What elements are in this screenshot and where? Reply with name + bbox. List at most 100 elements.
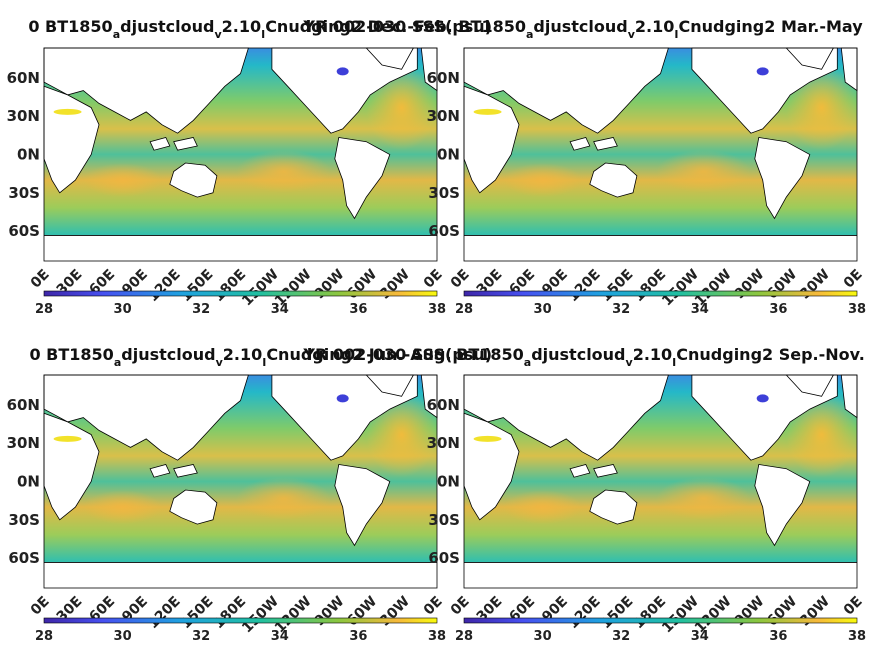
colorbar-tick-label: 38 — [848, 302, 866, 317]
landmass-7 — [334, 137, 391, 220]
colorbar — [43, 617, 438, 624]
lat-tick-label: 0N — [437, 146, 460, 164]
lat-tick-label: 60S — [428, 549, 460, 567]
indian-high-salinity — [503, 490, 582, 525]
landmass-3 — [569, 464, 591, 478]
landmass-2 — [589, 489, 638, 525]
landmass-5 — [271, 47, 418, 134]
panel-title: 0 BT1850adjustcloudv2.10ICnudging2 Dec.-… — [28, 17, 452, 41]
colorbar-tick-label: 30 — [534, 629, 552, 644]
antarctica — [464, 235, 857, 261]
hudson-bay — [756, 67, 769, 76]
lat-tick-label: 0N — [437, 473, 460, 491]
landmass-3 — [149, 464, 171, 478]
lon-tick-label: 120E — [565, 266, 604, 305]
pacific-high-salinity — [236, 150, 331, 193]
landmass-7 — [754, 137, 811, 220]
pacific-high-salinity — [236, 477, 331, 520]
lat-tick-label: 60S — [8, 222, 40, 240]
landmass-4 — [173, 137, 198, 151]
map-frame — [463, 374, 858, 589]
lon-tick-label: 150E — [178, 266, 217, 305]
lon-tick-label: 0E — [421, 593, 446, 618]
lon-tick-label: 150E — [178, 593, 217, 632]
colorbar-tick-label: 34 — [691, 629, 709, 644]
lat-tick-label: 60N — [427, 396, 460, 414]
hudson-bay — [336, 67, 349, 76]
lat-tick-label: 60S — [8, 549, 40, 567]
lat-tick-label: 30N — [427, 434, 460, 452]
colorbar-tick-label: 36 — [769, 302, 787, 317]
colorbar-tick-label: 32 — [192, 302, 210, 317]
antarctica — [464, 562, 857, 588]
indian-high-salinity — [503, 163, 582, 198]
landmass-3 — [569, 137, 591, 151]
landmass-0 — [43, 374, 249, 461]
colorbar-tick-label: 30 — [534, 302, 552, 317]
colorbar-tick-label: 36 — [769, 629, 787, 644]
mediterranean — [53, 435, 82, 442]
lat-tick-label: 30N — [427, 107, 460, 125]
lat-tick-label: 30S — [8, 184, 40, 202]
colorbar-tick-label: 28 — [35, 302, 53, 317]
lon-tick-label: 120E — [145, 266, 184, 305]
antarctica — [44, 562, 437, 588]
colorbar-tick-label: 28 — [35, 629, 53, 644]
lon-tick-label: 150E — [598, 266, 637, 305]
landmass-7 — [754, 464, 811, 547]
lon-tick-label: 30W — [797, 593, 833, 629]
colorbar-tick-label: 32 — [612, 629, 630, 644]
colorbar-tick-label: 36 — [349, 302, 367, 317]
map-frame — [463, 47, 858, 262]
landmass-2 — [169, 162, 218, 198]
panel-subtitle-overlap: YR 002-030 SSS(psu) — [302, 345, 492, 364]
colorbar-tick-label: 38 — [428, 629, 446, 644]
panel-title: 0 BT1850adjustcloudv2.10ICnudging2 Jun.-… — [29, 345, 451, 369]
lon-tick-label: 0E — [28, 593, 53, 618]
lat-tick-label: 60N — [7, 69, 40, 87]
landmass-0 — [463, 374, 669, 461]
colorbar-tick-label: 28 — [455, 629, 473, 644]
colorbar-tick-label: 28 — [455, 302, 473, 317]
landmass-2 — [169, 489, 218, 525]
lat-tick-label: 0N — [17, 146, 40, 164]
colorbar-tick-label: 38 — [428, 302, 446, 317]
landmass-4 — [593, 464, 618, 478]
lon-tick-label: 90W — [731, 593, 767, 629]
landmass-7 — [334, 464, 391, 547]
mediterranean — [473, 435, 502, 442]
colorbar-tick-label: 32 — [192, 629, 210, 644]
lat-tick-label: 30S — [8, 511, 40, 529]
colorbar-tick-label: 34 — [271, 302, 289, 317]
lon-tick-label: 90W — [311, 593, 347, 629]
lon-tick-label: 30W — [377, 266, 413, 302]
colorbar — [43, 290, 438, 297]
colorbar-tick-label: 38 — [848, 629, 866, 644]
landmass-0 — [43, 47, 249, 134]
colorbar — [463, 290, 858, 297]
indian-high-salinity — [83, 490, 162, 525]
lat-tick-label: 0N — [17, 473, 40, 491]
lon-tick-label: 60W — [344, 266, 380, 302]
map-frame — [43, 47, 438, 262]
colorbar-tick-label: 34 — [691, 302, 709, 317]
hudson-bay — [336, 394, 349, 403]
landmass-0 — [463, 47, 669, 134]
colorbar-tick-label: 34 — [271, 629, 289, 644]
lon-tick-label: 0E — [841, 266, 866, 291]
pacific-high-salinity — [656, 150, 751, 193]
colorbar — [463, 617, 858, 624]
lat-tick-label: 60S — [428, 222, 460, 240]
landmass-5 — [691, 47, 838, 134]
hudson-bay — [756, 394, 769, 403]
lat-tick-label: 30N — [7, 107, 40, 125]
lon-tick-label: 150E — [598, 593, 637, 632]
lon-tick-label: 0E — [841, 593, 866, 618]
lon-tick-label: 0E — [448, 266, 473, 291]
colorbar-tick-label: 32 — [612, 302, 630, 317]
